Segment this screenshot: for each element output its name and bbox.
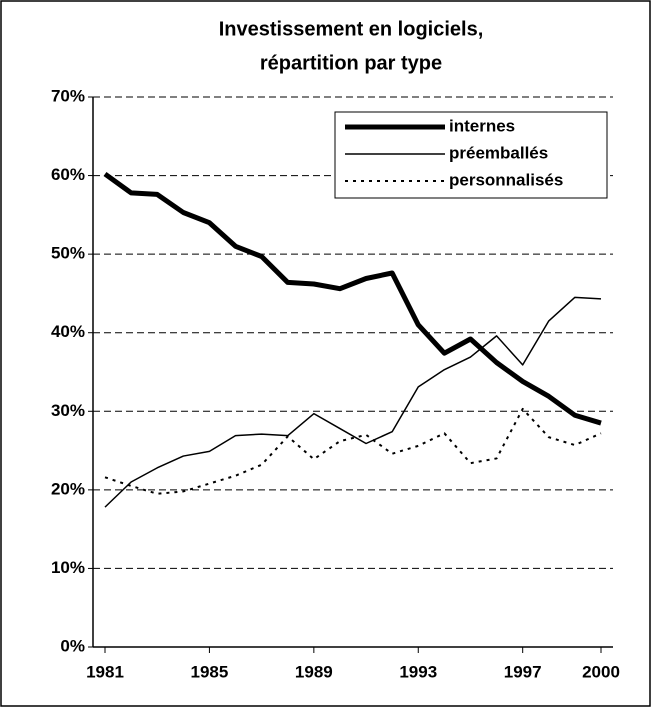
y-tick-label: 30% [51, 401, 85, 420]
series-line [103, 171, 602, 426]
chart-title: répartition par type [260, 52, 442, 74]
y-tick-label: 60% [51, 165, 85, 184]
y-tick-label: 20% [51, 479, 85, 498]
x-tick-label: 1997 [504, 662, 542, 681]
x-tick-label: 1989 [295, 662, 333, 681]
series-line [104, 296, 602, 508]
y-tick-label: 50% [51, 244, 85, 263]
legend-label: internes [449, 116, 515, 135]
series-line [104, 407, 602, 495]
y-tick-label: 70% [51, 86, 85, 105]
legend-label: préemballés [449, 143, 548, 162]
y-tick-label: 10% [51, 558, 85, 577]
y-tick-label: 0% [60, 636, 85, 655]
legend-label: personnalisés [449, 170, 563, 189]
x-tick-label: 1993 [399, 662, 437, 681]
y-tick-label: 40% [51, 322, 85, 341]
x-tick-label: 2000 [582, 662, 620, 681]
chart-title: Investissement en logiciels, [219, 18, 484, 40]
x-tick-label: 1981 [86, 662, 124, 681]
x-tick-label: 1985 [191, 662, 229, 681]
